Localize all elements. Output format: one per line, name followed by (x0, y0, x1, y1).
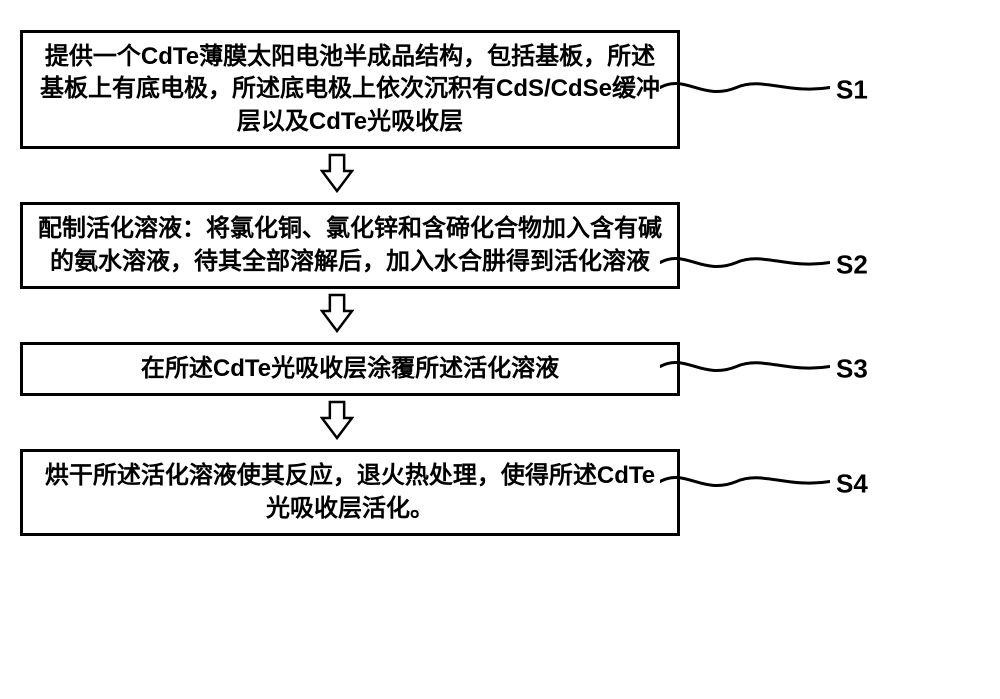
step-box: 烘干所述活化溶液使其反应，退火热处理，使得所述CdTe光吸收层活化。 (20, 449, 680, 536)
squiggle-connector (660, 462, 830, 507)
flow-step: 提供一个CdTe薄膜太阳电池半成品结构，包括基板，所述基板上有底电极，所述底电极… (20, 30, 980, 149)
flow-step: 配制活化溶液：将氯化铜、氯化锌和含碲化合物加入含有碱的氨水溶液，待其全部溶解后，… (20, 202, 980, 289)
squiggle-connector (660, 67, 830, 112)
flowchart: 提供一个CdTe薄膜太阳电池半成品结构，包括基板，所述基板上有底电极，所述底电极… (20, 30, 980, 536)
step-label: S2 (836, 249, 868, 280)
flow-step: 在所述CdTe光吸收层涂覆所述活化溶液 S3 (20, 342, 980, 396)
down-arrow (20, 293, 980, 338)
connector: S2 (680, 202, 770, 289)
down-arrow (20, 400, 980, 445)
connector: S1 (680, 30, 770, 149)
arrow-down-icon (320, 153, 354, 198)
step-label: S4 (836, 469, 868, 500)
squiggle-connector (660, 347, 830, 392)
squiggle-connector (660, 242, 830, 287)
connector: S4 (680, 449, 770, 536)
flow-step: 烘干所述活化溶液使其反应，退火热处理，使得所述CdTe光吸收层活化。 S4 (20, 449, 980, 536)
step-box: 提供一个CdTe薄膜太阳电池半成品结构，包括基板，所述基板上有底电极，所述底电极… (20, 30, 680, 149)
step-label: S3 (836, 354, 868, 385)
connector: S3 (680, 342, 770, 396)
step-box: 在所述CdTe光吸收层涂覆所述活化溶液 (20, 342, 680, 396)
arrow-down-icon (320, 400, 354, 445)
down-arrow (20, 153, 980, 198)
arrow-down-icon (320, 293, 354, 338)
step-label: S1 (836, 74, 868, 105)
step-box: 配制活化溶液：将氯化铜、氯化锌和含碲化合物加入含有碱的氨水溶液，待其全部溶解后，… (20, 202, 680, 289)
